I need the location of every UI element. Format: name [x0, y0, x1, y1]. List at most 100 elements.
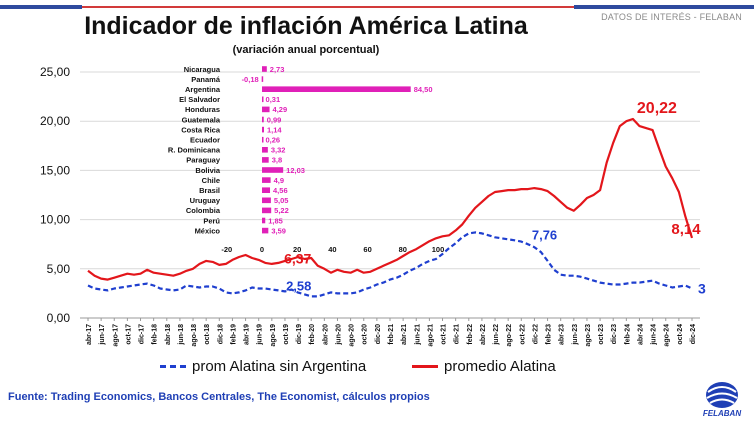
x-tick-label: abr-17 [86, 324, 93, 345]
country-bar [262, 147, 268, 153]
x-tick-label: abr-18 [165, 324, 172, 345]
bar-x-tick-label: 0 [260, 245, 264, 254]
x-tick-label: feb-19 [230, 324, 237, 345]
country-label: R. Dominicana [168, 146, 221, 155]
x-tick-label: jun-19 [257, 324, 264, 346]
bar-value-label: 2,73 [270, 65, 285, 74]
x-tick-label: ago-21 [427, 324, 434, 347]
felaban-globe-icon [706, 382, 738, 408]
country-label: Paraguay [186, 156, 221, 165]
series-line-promedio [87, 117, 694, 281]
y-tick-label: 10,00 [40, 213, 70, 227]
bar-x-tick-label: 60 [363, 245, 371, 254]
x-tick-label: ago-19 [270, 324, 277, 347]
bar-value-label: 1,14 [267, 125, 282, 134]
x-tick-label: oct-19 [283, 324, 290, 345]
x-tick-label: oct-24 [677, 324, 684, 345]
line-annotations: 20,22 8,14 6,37 2,58 7,76 3 [284, 100, 706, 296]
x-tick-label: dic-18 [217, 324, 224, 344]
x-tick-label: oct-18 [204, 324, 211, 345]
legend-item-blue: prom Alatina sin Argentina [160, 358, 366, 375]
country-label: El Salvador [179, 95, 220, 104]
x-tick-label: oct-17 [125, 324, 132, 345]
country-label: Argentina [185, 85, 221, 94]
x-tick-label: ago-17 [112, 324, 119, 347]
x-tick-label: jun-18 [178, 324, 185, 346]
bar-value-label: 12,03 [286, 166, 305, 175]
x-tick-label: dic-23 [611, 324, 618, 344]
bar-value-label: 3,8 [272, 156, 282, 165]
country-bar [262, 86, 411, 92]
country-label: Perú [203, 216, 220, 225]
country-bar [262, 187, 271, 193]
data-label: 7,76 [532, 228, 557, 243]
country-bar [262, 157, 269, 163]
legend: prom Alatina sin Argentina promedio Alat… [0, 358, 754, 378]
x-tick-label: jun-20 [335, 324, 342, 346]
bar-x-tick-label: 40 [328, 245, 336, 254]
country-bar [262, 217, 266, 224]
country-bar [262, 116, 264, 123]
chart-title: Indicador de inflación América Latina [84, 12, 528, 40]
legend-swatch-red [412, 365, 438, 368]
legend-swatch-blue [160, 365, 186, 368]
y-tick-label: 0,00 [47, 311, 71, 325]
data-label: 6,37 [284, 250, 311, 266]
country-label: Colombia [186, 206, 221, 215]
x-tick-label: abr-23 [559, 324, 566, 345]
x-tick-label: jun-24 [651, 324, 658, 346]
country-label: Brasil [199, 186, 220, 195]
bar-value-label: 5,22 [274, 206, 289, 215]
bar-value-label: 84,50 [414, 85, 433, 94]
country-label: Ecuador [190, 136, 220, 145]
country-bar [262, 136, 264, 143]
chart-subtitle: (variación anual porcentual) [232, 44, 380, 56]
brand-label: DATOS DE INTERÉS - FELABAN [601, 12, 742, 22]
x-tick-label: feb-18 [152, 324, 159, 345]
country-bar-chart: Nicaragua 2,73 Panamá -0,18 Argentina 84,50 El… [168, 65, 444, 254]
header-bar-blue-right [574, 5, 754, 9]
legend-label-red: promedio Alatina [444, 358, 556, 375]
series-line-sin-argentina [87, 231, 693, 298]
y-tick-label: 5,00 [47, 262, 71, 276]
country-label: Chile [202, 176, 220, 185]
x-tick-label: dic-22 [532, 324, 539, 344]
x-tick-label: dic-21 [454, 324, 461, 344]
x-axis: abr-17 jun-17 ago-17 oct-17 dic-17 feb-18 abr-… [80, 317, 700, 347]
x-tick-label: ago-20 [349, 324, 356, 347]
data-label: 2,58 [286, 279, 311, 294]
header-bar-blue-left [0, 5, 82, 9]
country-label: México [195, 226, 221, 235]
country-label: Uruguay [190, 196, 221, 205]
x-tick-label: dic-19 [296, 324, 303, 344]
country-bar [262, 197, 271, 204]
x-tick-label: jun-23 [572, 324, 579, 346]
country-bar [262, 177, 271, 183]
bar-value-label: 3,32 [271, 146, 286, 155]
x-tick-label: feb-20 [309, 324, 316, 345]
country-bar [262, 66, 267, 72]
country-label: Honduras [185, 105, 220, 114]
x-tick-label: oct-21 [441, 324, 448, 345]
source-note: Fuente: Trading Economics, Bancos Centra… [8, 391, 430, 403]
x-tick-label: abr-22 [480, 324, 487, 345]
country-bar [262, 227, 269, 234]
data-label: 20,22 [637, 100, 677, 117]
country-bar [261, 76, 264, 82]
x-tick-label: dic-20 [375, 324, 382, 344]
header-bar-red [82, 6, 754, 8]
bar-value-label: 1,85 [268, 216, 283, 225]
x-tick-label: ago-22 [506, 324, 513, 347]
bar-value-label: 0,99 [267, 115, 282, 124]
legend-item-red: promedio Alatina [412, 358, 556, 375]
bar-value-label: 5,05 [274, 196, 289, 205]
x-tick-label: dic-24 [690, 324, 697, 344]
bar-value-label: 4,9 [274, 176, 284, 185]
legend-label-blue: prom Alatina sin Argentina [192, 358, 367, 375]
bar-x-tick-label: 80 [399, 245, 407, 254]
logo-text: FELABAN [702, 409, 742, 418]
y-axis: 0,00 5,00 10,00 15,00 20,00 25,00 [40, 65, 70, 325]
y-tick-label: 15,00 [40, 163, 70, 177]
x-tick-label: jun-17 [99, 324, 106, 346]
country-label: Guatemala [182, 115, 221, 124]
